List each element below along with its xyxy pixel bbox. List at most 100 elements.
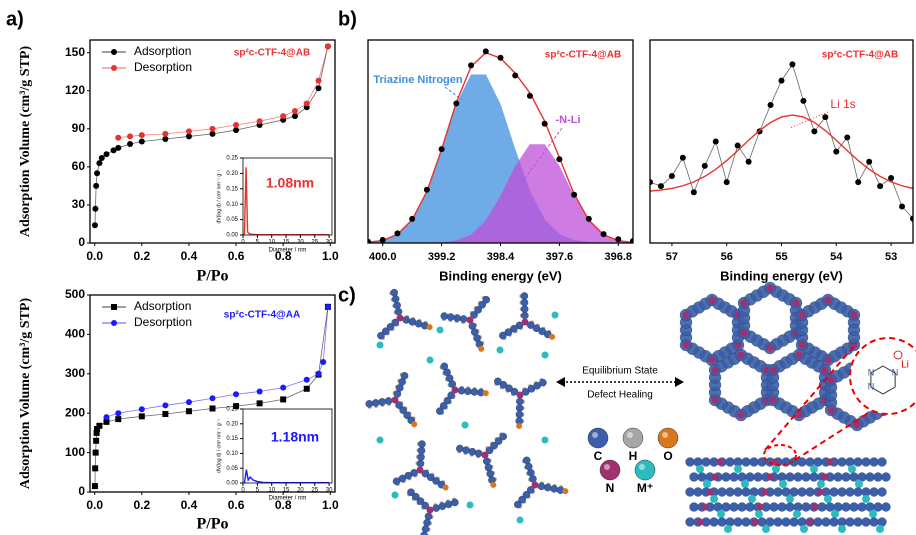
atom-label: N xyxy=(606,481,615,495)
atom-legend xyxy=(599,459,621,481)
atom xyxy=(426,473,435,482)
atom xyxy=(461,421,469,429)
x-tick-label: 400.0 xyxy=(369,251,397,263)
x-tick-label: 0.0 xyxy=(86,498,103,512)
atom xyxy=(792,299,800,307)
atom xyxy=(829,487,839,497)
x-tick-label: 30 xyxy=(326,240,333,246)
marker xyxy=(91,222,98,229)
atom xyxy=(779,480,787,488)
x-tick-label: 0.6 xyxy=(228,249,245,263)
marker xyxy=(315,370,322,377)
marker xyxy=(556,156,563,163)
marker xyxy=(368,238,371,243)
atom xyxy=(685,517,695,527)
atom xyxy=(711,366,719,374)
x-tick-label: 0.6 xyxy=(228,498,245,512)
atom xyxy=(515,321,524,330)
zoom-ring xyxy=(763,444,797,466)
y-tick-label: 0.00 xyxy=(226,233,238,239)
y-tick-label: 0.10 xyxy=(226,451,238,457)
atom xyxy=(853,517,863,527)
atom xyxy=(482,390,489,397)
y-tick-label: 60 xyxy=(72,159,86,173)
atom xyxy=(881,502,891,512)
marker xyxy=(822,114,829,121)
annotation: 1.18nm xyxy=(271,429,319,445)
atom xyxy=(439,402,448,410)
x-tick-label: 56 xyxy=(721,251,733,263)
atom xyxy=(478,301,486,309)
marker xyxy=(162,135,169,142)
leader xyxy=(444,86,463,101)
atom xyxy=(869,517,879,527)
triazine-ring xyxy=(870,365,896,395)
atom xyxy=(416,459,425,468)
marker xyxy=(701,162,708,169)
legend-label: Adsorption xyxy=(134,44,191,58)
atom xyxy=(391,491,399,499)
atom xyxy=(421,469,430,478)
x-tick-label: 53 xyxy=(885,251,897,263)
chart-title: sp²c-CTF-4@AB xyxy=(234,48,310,59)
atom xyxy=(717,487,727,497)
atom-label: H xyxy=(629,449,638,463)
atom xyxy=(689,472,699,482)
atom xyxy=(376,341,384,349)
atom xyxy=(769,396,777,404)
marker xyxy=(723,179,730,186)
atom xyxy=(847,331,861,344)
atom xyxy=(817,480,825,488)
marker xyxy=(690,189,697,196)
atom xyxy=(682,311,690,319)
zoom-line xyxy=(764,344,856,451)
atom xyxy=(689,502,699,512)
panel-label: a) xyxy=(6,8,24,30)
atom xyxy=(845,487,855,497)
atom xyxy=(416,497,425,505)
atom xyxy=(468,447,477,456)
atom xyxy=(881,472,891,482)
atom xyxy=(490,481,497,488)
highlight xyxy=(639,464,645,470)
y-axis-label: Adsorption Volume (cm³/g STP) xyxy=(18,46,33,238)
marker xyxy=(185,399,192,406)
atom xyxy=(855,480,863,488)
marker xyxy=(800,97,807,104)
marker xyxy=(94,170,101,177)
atom xyxy=(377,331,385,340)
plot-area xyxy=(368,48,633,243)
x-tick-label: 30 xyxy=(326,488,333,494)
x-tick-label: 0.0 xyxy=(86,249,103,263)
atom xyxy=(845,457,855,467)
marker xyxy=(138,132,145,139)
marker xyxy=(423,186,430,193)
atom xyxy=(869,510,877,518)
atom xyxy=(733,487,743,497)
atom xyxy=(745,502,755,512)
marker xyxy=(103,414,110,421)
marker xyxy=(482,48,489,55)
atom xyxy=(729,502,739,512)
arrow-head xyxy=(675,377,684,387)
y-tick-label: 0.25 xyxy=(226,156,238,162)
atom xyxy=(811,503,819,511)
atom xyxy=(438,502,447,510)
charge xyxy=(893,350,903,360)
atom xyxy=(442,484,449,491)
marker xyxy=(162,130,169,137)
x-tick-label: 0.2 xyxy=(133,249,150,263)
atom xyxy=(756,503,764,511)
atom xyxy=(809,472,819,482)
atom xyxy=(865,472,875,482)
marker xyxy=(438,146,445,153)
zoom-atom: Li xyxy=(901,360,909,371)
x-tick-label: 20 xyxy=(297,488,304,494)
atom xyxy=(877,517,887,527)
zoom-atom: N xyxy=(868,381,875,391)
atom xyxy=(821,366,829,374)
atom xyxy=(798,311,806,319)
frame xyxy=(242,157,333,236)
atom xyxy=(861,517,871,527)
marker xyxy=(615,236,622,243)
